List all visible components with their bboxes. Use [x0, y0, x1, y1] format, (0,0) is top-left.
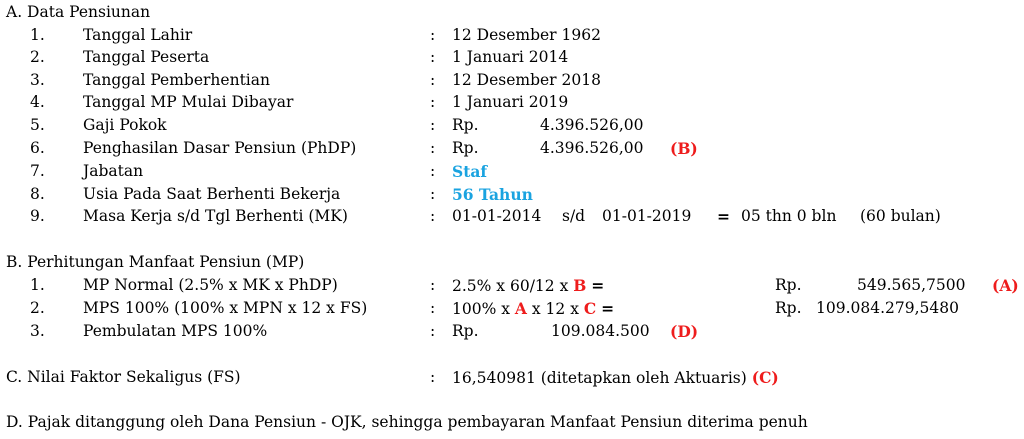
list-item: 8. Usia Pada Saat Berhenti Bekerja : 56 … — [0, 183, 1024, 206]
item-label: Tanggal Peserta — [83, 48, 210, 66]
item-number: 2. — [30, 48, 45, 66]
item-value: 1 Januari 2014 — [452, 48, 569, 66]
item-number: 6. — [30, 139, 45, 157]
service-duration: 05 thn 0 bln — [741, 207, 837, 225]
currency-label: Rp. — [452, 322, 479, 340]
item-colon: : — [430, 116, 436, 134]
section-d-text: D. Pajak ditanggung oleh Dana Pensiun - … — [6, 413, 808, 431]
list-item: 7. Jabatan : Staf — [0, 160, 1024, 183]
list-item: 2. MPS 100% (100% x MPN x 12 x FS) : 100… — [0, 297, 1024, 320]
item-number: 1. — [30, 26, 45, 44]
currency-label: Rp. — [775, 299, 802, 317]
section-b-title: B. Perhitungan Manfaat Pensiun (MP) — [6, 253, 305, 271]
item-number: 1. — [30, 276, 45, 294]
to-date: 01-01-2019 — [602, 207, 692, 225]
amount-value: 4.396.526,00 — [540, 116, 644, 134]
section-a-title: A. Data Pensiunan — [6, 3, 151, 21]
item-colon: : — [430, 185, 436, 203]
item-number: 9. — [30, 207, 45, 225]
equals-sign: = — [591, 276, 605, 295]
list-item: 4. Tanggal MP Mulai Dibayar : 1 Januari … — [0, 91, 1024, 114]
item-colon: : — [430, 368, 436, 386]
item-colon: : — [430, 299, 436, 317]
formula-text: 100% x A x 12 x C = — [452, 297, 614, 321]
formula-variable: C — [583, 299, 597, 318]
item-label: Tanggal Lahir — [83, 26, 193, 44]
formula-text: 2.5% x 60/12 x B = — [452, 274, 604, 298]
factor-value: 16,540981 (ditetapkan oleh Aktuaris) — [452, 369, 747, 387]
item-number: 4. — [30, 93, 45, 111]
item-colon: : — [430, 93, 436, 111]
amount-value: 109.084.500 — [551, 322, 650, 340]
list-item: 6. Penghasilan Dasar Pensiun (PhDP) : Rp… — [0, 137, 1024, 160]
item-label: Usia Pada Saat Berhenti Bekerja — [83, 185, 341, 203]
sd-text: s/d — [562, 207, 586, 225]
reference-tag: (A) — [992, 276, 1019, 295]
item-label: Jabatan — [83, 162, 144, 180]
section-b-heading: B. Perhitungan Manfaat Pensiun (MP) — [0, 251, 1024, 274]
currency-label: Rp. — [452, 139, 479, 157]
item-label: Tanggal Pemberhentian — [83, 71, 270, 89]
item-label: MPS 100% (100% x MPN x 12 x FS) — [83, 299, 368, 317]
item-value: 12 Desember 2018 — [452, 71, 601, 89]
item-colon: : — [430, 276, 436, 294]
item-number: 2. — [30, 299, 45, 317]
item-colon: : — [430, 322, 436, 340]
formula-variable: A — [514, 299, 527, 318]
equals-sign: = — [717, 207, 730, 226]
list-item: 9. Masa Kerja s/d Tgl Berhenti (MK) : 01… — [0, 205, 1024, 228]
highlighted-value: Staf — [452, 162, 488, 181]
item-number: 7. — [30, 162, 45, 180]
from-date: 01-01-2014 — [452, 207, 542, 225]
item-colon: : — [430, 207, 436, 225]
list-item: 3. Pembulatan MPS 100% : Rp. 109.084.500… — [0, 320, 1024, 343]
list-item: 1. Tanggal Lahir : 12 Desember 1962 — [0, 24, 1024, 47]
formula-prefix: 2.5% x 60/12 x — [452, 277, 569, 295]
item-colon: : — [430, 71, 436, 89]
section-c-row: C. Nilai Faktor Sekaligus (FS) : 16,5409… — [0, 366, 1024, 389]
highlighted-value: 56 Tahun — [452, 185, 533, 204]
item-value: 1 Januari 2019 — [452, 93, 569, 111]
item-label: Tanggal MP Mulai Dibayar — [83, 93, 294, 111]
item-colon: : — [430, 48, 436, 66]
reference-tag: (C) — [751, 368, 779, 387]
amount-value: 549.565,7500 — [857, 276, 966, 294]
service-months: (60 bulan) — [860, 207, 941, 225]
item-label: Masa Kerja s/d Tgl Berhenti (MK) — [83, 207, 348, 225]
item-label: MP Normal (2.5% x MK x PhDP) — [83, 276, 338, 294]
item-number: 5. — [30, 116, 45, 134]
formula-middle: x 12 x — [531, 300, 579, 318]
formula-variable: B — [573, 276, 587, 295]
item-label: Gaji Pokok — [83, 116, 167, 134]
amount-value: 109.084.279,5480 — [816, 299, 959, 317]
currency-label: Rp. — [775, 276, 802, 294]
section-c-value: 16,540981 (ditetapkan oleh Aktuaris) (C) — [452, 366, 779, 390]
item-number: 8. — [30, 185, 45, 203]
section-a-heading: A. Data Pensiunan — [0, 1, 1024, 24]
formula-prefix: 100% x — [452, 300, 510, 318]
list-item: 2. Tanggal Peserta : 1 Januari 2014 — [0, 46, 1024, 69]
item-colon: : — [430, 162, 436, 180]
item-colon: : — [430, 26, 436, 44]
section-d-row: D. Pajak ditanggung oleh Dana Pensiun - … — [0, 411, 1024, 434]
reference-tag: (B) — [670, 139, 698, 158]
item-colon: : — [430, 139, 436, 157]
section-c-title: C. Nilai Faktor Sekaligus (FS) — [6, 368, 241, 386]
equals-sign: = — [601, 299, 615, 318]
currency-label: Rp. — [452, 116, 479, 134]
item-number: 3. — [30, 322, 45, 340]
list-item: 5. Gaji Pokok : Rp. 4.396.526,00 — [0, 114, 1024, 137]
item-number: 3. — [30, 71, 45, 89]
item-label: Pembulatan MPS 100% — [83, 322, 268, 340]
item-label: Penghasilan Dasar Pensiun (PhDP) — [83, 139, 357, 157]
reference-tag: (D) — [670, 322, 699, 341]
item-value: 12 Desember 1962 — [452, 26, 601, 44]
list-item: 3. Tanggal Pemberhentian : 12 Desember 2… — [0, 69, 1024, 92]
amount-value: 4.396.526,00 — [540, 139, 644, 157]
list-item: 1. MP Normal (2.5% x MK x PhDP) : 2.5% x… — [0, 274, 1024, 297]
